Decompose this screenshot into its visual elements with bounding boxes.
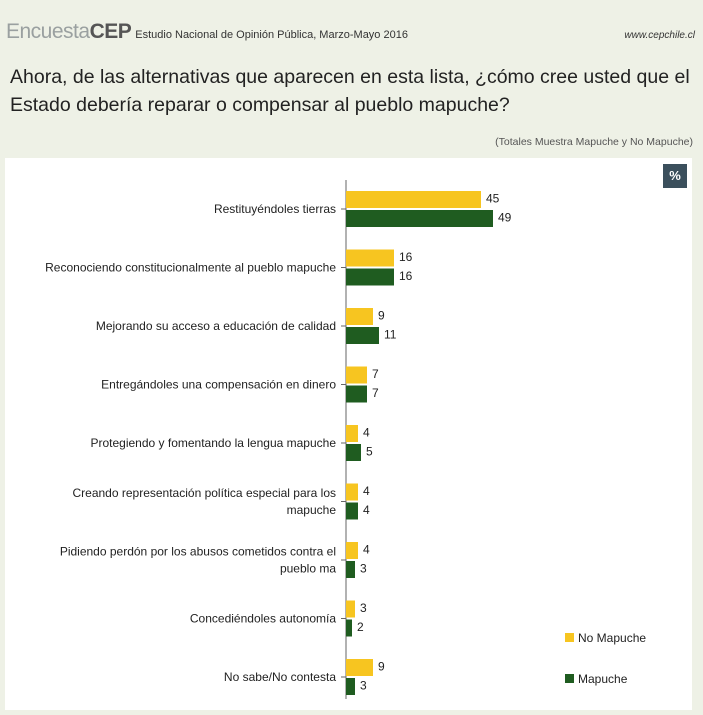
data-label: 4 <box>363 484 370 498</box>
category-label: Pidiendo perdón por los abusos cometidos… <box>60 545 336 559</box>
data-label: 3 <box>360 562 367 576</box>
category-label: No sabe/No contesta <box>224 670 336 684</box>
data-label: 4 <box>363 543 370 557</box>
bar-mapuche <box>346 327 379 344</box>
chart-subtitle: (Totales Muestra Mapuche y No Mapuche) <box>495 136 693 148</box>
category-label: Restituyéndoles tierras <box>214 202 336 216</box>
legend-swatch <box>565 633 574 642</box>
percent-badge: % <box>663 164 687 188</box>
bar-mapuche <box>346 385 367 403</box>
data-label: 7 <box>372 367 379 381</box>
bar-no-mapuche <box>346 249 394 267</box>
data-label: 4 <box>363 503 370 517</box>
category-label: Entregándoles una compensación en dinero <box>101 378 336 392</box>
bar-no-mapuche <box>346 191 481 208</box>
bar-mapuche <box>346 502 358 520</box>
bar-no-mapuche <box>346 425 358 442</box>
legend-label: Mapuche <box>578 672 628 686</box>
category-label: Reconociendo constitucionalmente al pueb… <box>45 261 336 275</box>
bar-no-mapuche <box>346 308 373 325</box>
bar-no-mapuche <box>346 483 358 501</box>
bar-no-mapuche <box>346 600 355 618</box>
bar-no-mapuche <box>346 366 367 384</box>
category-label: Mejorando su acceso a educación de calid… <box>96 319 336 333</box>
header: EncuestaCEP Estudio Nacional de Opinión P… <box>0 0 703 48</box>
brand-bold: CEP <box>89 20 132 43</box>
chart-panel: % Restituyéndoles tierras 45 49 Reconociend… <box>5 158 692 710</box>
site-url: www.cepchile.cl <box>624 30 695 41</box>
bar-mapuche <box>346 619 352 637</box>
data-label: 45 <box>486 192 500 206</box>
data-label: 4 <box>363 426 370 440</box>
bar-mapuche <box>346 268 394 286</box>
question-title: Ahora, de las alternativas que aparecen … <box>10 66 690 116</box>
data-label: 5 <box>366 445 373 459</box>
legend-label: No Mapuche <box>578 631 646 645</box>
bar-mapuche <box>346 444 361 461</box>
brand-light: Encuesta <box>6 20 90 43</box>
data-label: 7 <box>372 386 379 400</box>
data-label: 11 <box>384 328 397 342</box>
bar-mapuche <box>346 210 493 227</box>
data-label: 3 <box>360 601 367 615</box>
data-label: 16 <box>399 269 413 283</box>
category-label: Protegiendo y fomentando la lengua mapuc… <box>90 436 336 450</box>
data-label: 9 <box>378 660 385 674</box>
brand-logo: EncuestaCEP Estudio Nacional de Opinión P… <box>6 20 408 44</box>
bar-chart: Restituyéndoles tierras4549Reconociendo … <box>45 180 646 699</box>
survey-name: Estudio Nacional de Opinión Pública, Mar… <box>135 29 408 41</box>
category-label: pueblo ma <box>280 562 336 576</box>
data-label: 9 <box>378 309 385 323</box>
data-label: 49 <box>498 211 512 225</box>
legend-swatch <box>565 674 574 683</box>
data-label: 16 <box>399 250 413 264</box>
bar-mapuche <box>346 678 355 695</box>
category-label: Concediéndoles autonomía <box>190 612 336 626</box>
data-label: 2 <box>357 620 364 634</box>
data-label: 3 <box>360 679 367 693</box>
bar-no-mapuche <box>346 542 358 559</box>
category-label: mapuche <box>287 503 337 517</box>
bar-no-mapuche <box>346 659 373 676</box>
category-label: Creando representación política especial… <box>73 486 337 500</box>
bar-mapuche <box>346 561 355 578</box>
